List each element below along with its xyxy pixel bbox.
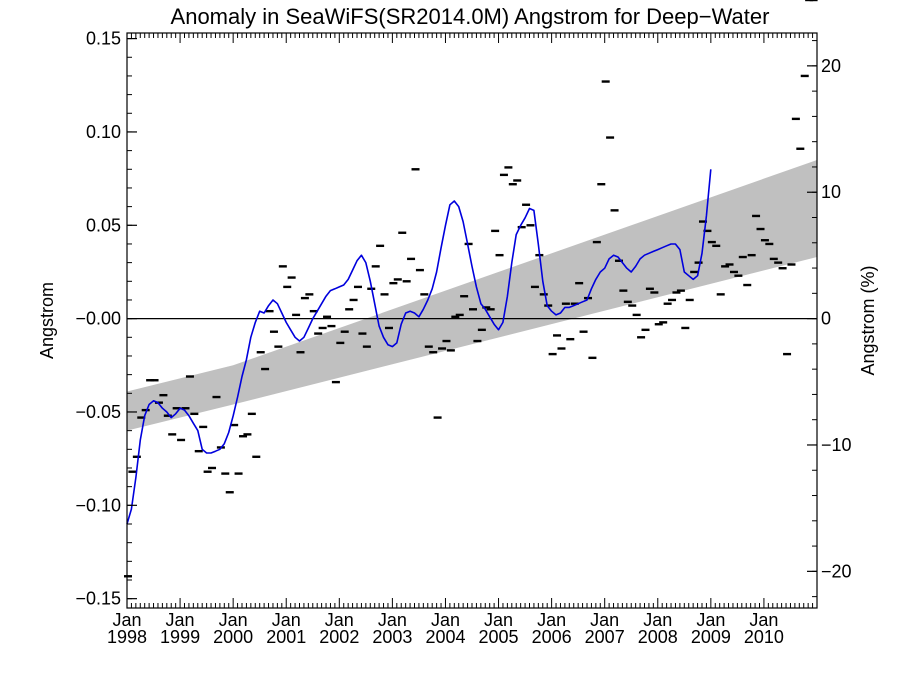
- y-tick-label: 0.05: [86, 215, 121, 235]
- y-tick-label: −0.05: [75, 402, 121, 422]
- y2-axis-label: Angstrom (%): [858, 265, 878, 375]
- y-tick-label: 0.10: [86, 122, 121, 142]
- x-tick-year-label: 1998: [107, 627, 147, 647]
- x-tick-year-label: 2006: [532, 627, 572, 647]
- smoothed-anomaly-line: [126, 169, 712, 525]
- x-tick-month-label: Jan: [484, 610, 513, 630]
- x-tick-month-label: Jan: [166, 610, 195, 630]
- x-tick-year-label: 2008: [638, 627, 678, 647]
- x-tick-year-label: 2002: [319, 627, 359, 647]
- smoothed-line-layer: [126, 169, 712, 525]
- x-tick-month-label: Jan: [749, 610, 778, 630]
- x-tick-month-label: Jan: [272, 610, 301, 630]
- y2-tick-label: −10: [821, 435, 852, 455]
- monthly-points-layer: [124, 0, 818, 578]
- x-tick-year-label: 2009: [691, 627, 731, 647]
- x-tick-month-label: Jan: [378, 610, 407, 630]
- x-tick-month-label: Jan: [431, 610, 460, 630]
- y2-tick-label: 20: [821, 56, 841, 76]
- y-tick-label: −0.00: [75, 309, 121, 329]
- axes-layer: 0.150.100.05−0.00−0.05−0.10−0.1520100−10…: [75, 29, 851, 647]
- y-tick-label: −0.10: [75, 495, 121, 515]
- y2-tick-label: −20: [821, 561, 852, 581]
- x-tick-month-label: Jan: [643, 610, 672, 630]
- y2-tick-label: 0: [821, 309, 831, 329]
- x-tick-year-label: 2005: [479, 627, 519, 647]
- trend-band: [127, 159, 817, 431]
- chart-title: Anomaly in SeaWiFS(SR2014.0M) Angstrom f…: [171, 4, 770, 29]
- x-tick-year-label: 2010: [744, 627, 784, 647]
- y-tick-label: −0.15: [75, 589, 121, 609]
- x-tick-year-label: 1999: [160, 627, 200, 647]
- x-tick-year-label: 2007: [585, 627, 625, 647]
- x-tick-month-label: Jan: [112, 610, 141, 630]
- x-tick-month-label: Jan: [590, 610, 619, 630]
- x-tick-month-label: Jan: [537, 610, 566, 630]
- x-tick-month-label: Jan: [219, 610, 248, 630]
- trend-band-layer: [127, 159, 817, 431]
- x-tick-month-label: Jan: [696, 610, 725, 630]
- x-tick-year-label: 2004: [425, 627, 465, 647]
- y2-tick-label: 10: [821, 182, 841, 202]
- x-tick-year-label: 2003: [372, 627, 412, 647]
- x-tick-month-label: Jan: [325, 610, 354, 630]
- y-axis-label: Angstrom: [37, 282, 57, 359]
- y-tick-label: 0.15: [86, 29, 121, 49]
- x-tick-year-label: 2001: [266, 627, 306, 647]
- x-tick-year-label: 2000: [213, 627, 253, 647]
